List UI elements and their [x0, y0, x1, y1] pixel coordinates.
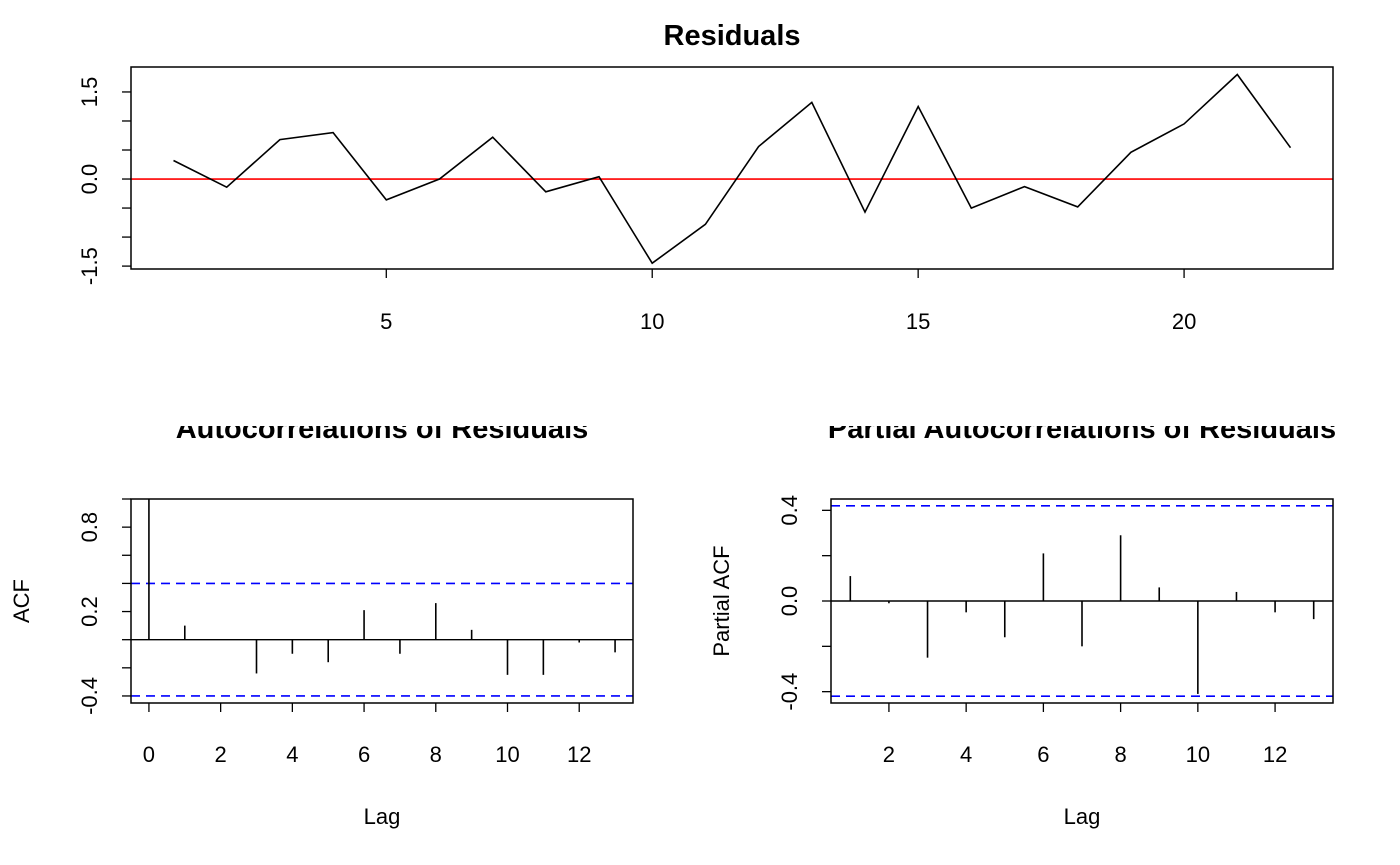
residuals-y-tick-label: -1.5	[77, 247, 102, 285]
pacf-title-mask	[700, 395, 1400, 426]
pacf-x-tick-label: 8	[1114, 742, 1126, 767]
pacf-y-tick-label: 0.4	[777, 495, 802, 526]
acf-y-tick-label: -0.4	[77, 677, 102, 715]
pacf-x-tick-label: 12	[1263, 742, 1287, 767]
residuals-x-tick-label: 20	[1172, 309, 1196, 334]
acf-x-tick-label: 0	[143, 742, 155, 767]
acf-y-axis-label: ACF	[9, 579, 34, 623]
pacf-x-tick-label: 10	[1186, 742, 1210, 767]
pacf-y-tick-label: -0.4	[777, 673, 802, 711]
acf-y-tick-label: 0.8	[77, 512, 102, 543]
pacf-x-tick-label: 2	[883, 742, 895, 767]
acf-x-tick-label: 10	[495, 742, 519, 767]
acf-y-tick-label: 0.2	[77, 596, 102, 627]
residuals-y-tick-label: 0.0	[77, 164, 102, 195]
acf-x-tick-label: 2	[215, 742, 227, 767]
residuals-x-tick-label: 5	[380, 309, 392, 334]
acf-x-axis-label: Lag	[364, 804, 401, 829]
residuals-y-tick-label: 1.5	[77, 77, 102, 108]
residuals-series-line	[173, 73, 1292, 265]
residuals-title: Residuals	[664, 20, 801, 52]
pacf-x-tick-label: 4	[960, 742, 972, 767]
acf-x-tick-label: 4	[286, 742, 298, 767]
acf-x-tick-label: 8	[430, 742, 442, 767]
residuals-plot-frame	[130, 66, 1334, 270]
residuals-x-tick-label: 10	[640, 309, 664, 334]
acf-x-tick-label: 6	[358, 742, 370, 767]
pacf-plot-frame	[830, 498, 1334, 704]
pacf-y-axis-label: Partial ACF	[709, 545, 734, 656]
acf-plot-frame	[130, 498, 634, 704]
acf-x-tick-label: 12	[567, 742, 591, 767]
residuals-panel: Residuals 5 10 15 20 -1.5 0.0 1.5	[77, 20, 1334, 334]
residuals-x-tick-label: 15	[906, 309, 930, 334]
pacf-x-tick-label: 6	[1037, 742, 1049, 767]
pacf-y-tick-label: 0.0	[777, 586, 802, 617]
pacf-x-axis-label: Lag	[1064, 804, 1101, 829]
